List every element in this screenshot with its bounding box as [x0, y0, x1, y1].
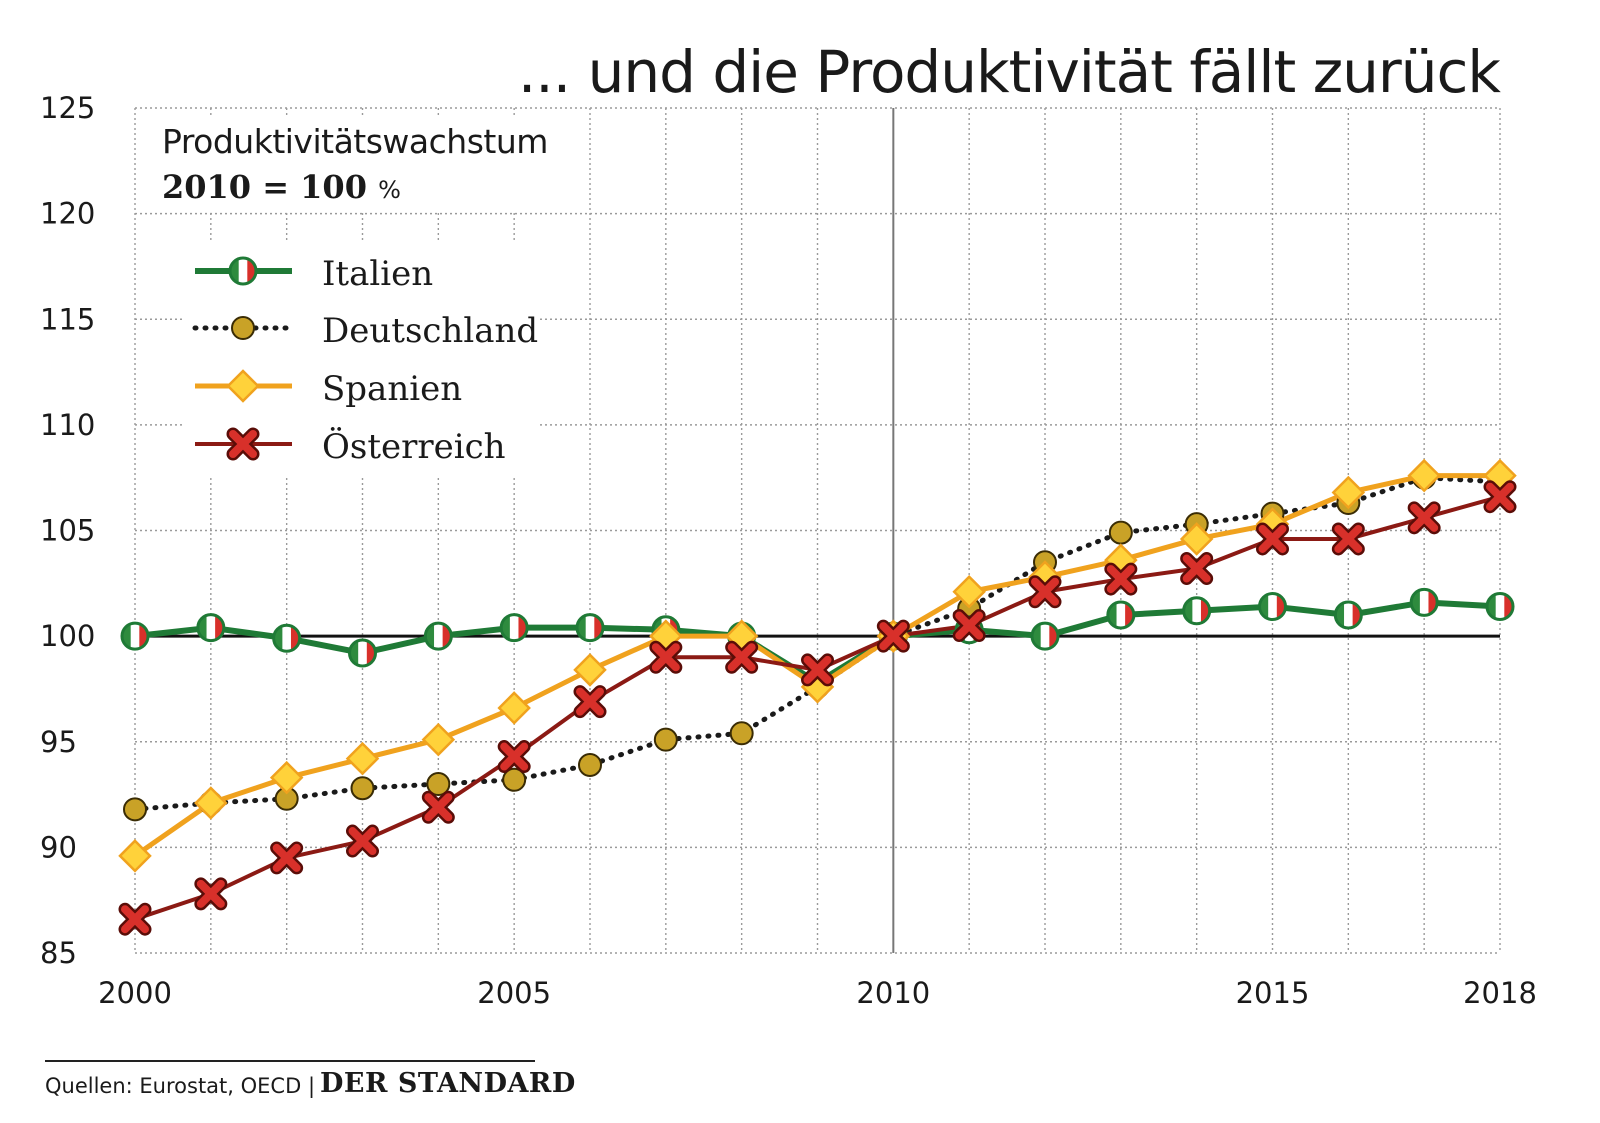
data-point — [576, 687, 604, 716]
legend-marker — [228, 256, 258, 286]
data-point — [123, 797, 147, 822]
data-point — [729, 721, 754, 746]
data-point — [1407, 458, 1441, 493]
legend-marker — [229, 430, 257, 458]
data-point — [803, 655, 832, 684]
data-point — [350, 776, 375, 801]
data-point — [1106, 565, 1135, 594]
brand-logo: DER STANDARD — [320, 1068, 576, 1099]
data-point — [727, 643, 756, 672]
data-point — [1409, 587, 1439, 617]
data-point — [500, 742, 529, 771]
series-österreich — [134, 494, 1501, 922]
data-point — [121, 905, 149, 934]
data-point — [497, 691, 531, 725]
data-point — [1179, 522, 1214, 556]
x-tick-label: 2018 — [1463, 976, 1537, 1010]
y-tick-label: 120 — [40, 197, 95, 231]
series-layer — [118, 458, 1517, 936]
x-tick-label: 2010 — [856, 976, 930, 1010]
data-point — [1258, 592, 1287, 622]
data-point — [1182, 596, 1212, 626]
data-point — [502, 767, 527, 792]
source-note: Quellen: Eurostat, OECD | — [45, 1074, 316, 1098]
y-tick-label: 105 — [40, 514, 95, 548]
data-point — [653, 727, 678, 752]
grid — [134, 107, 1501, 954]
x-tick-label: 2005 — [477, 976, 551, 1010]
y-axis-ticks: 85 90 95 100 105 110 115 120 125 — [40, 91, 95, 970]
data-point — [1108, 520, 1133, 545]
markers-österreich — [118, 480, 1517, 936]
data-point — [421, 722, 456, 757]
y-tick-label: 90 — [40, 830, 77, 864]
data-point — [578, 752, 602, 777]
data-point — [499, 613, 529, 643]
base-value: 2010 = 100 — [162, 168, 367, 206]
data-point — [1182, 554, 1211, 583]
data-point — [345, 741, 380, 776]
legend-marker — [231, 316, 255, 340]
data-point — [426, 772, 451, 796]
data-point — [194, 786, 228, 820]
y-tick-label: 115 — [40, 302, 95, 336]
legend-marker — [226, 369, 260, 403]
data-point — [120, 621, 150, 651]
base-unit: % — [378, 176, 401, 204]
data-point — [196, 879, 225, 908]
data-point — [955, 611, 984, 640]
data-point — [651, 643, 680, 672]
data-point — [952, 574, 986, 609]
x-tick-label: 2000 — [98, 976, 172, 1010]
legend-markers — [192, 256, 295, 461]
legend-label-deutschland: Deutschland — [322, 311, 539, 351]
y-tick-label: 110 — [40, 408, 95, 442]
data-point — [1410, 503, 1439, 532]
y-tick-label: 125 — [40, 91, 95, 125]
data-point — [1030, 621, 1060, 651]
data-point — [423, 621, 453, 651]
data-point — [1334, 524, 1363, 553]
data-point — [272, 843, 301, 872]
data-point — [348, 827, 377, 856]
data-point — [1485, 592, 1515, 622]
chart-title: ... und die Produktivität fällt zurück — [517, 38, 1501, 106]
data-point — [575, 613, 605, 643]
data-point — [1331, 475, 1366, 510]
y-tick-label: 95 — [40, 725, 77, 759]
data-point — [269, 760, 304, 795]
data-point — [1106, 600, 1136, 630]
y-tick-label: 100 — [40, 619, 95, 653]
legend-label-italien: Italien — [322, 254, 434, 294]
data-point — [272, 623, 302, 653]
y-tick-label: 85 — [40, 936, 77, 970]
legend-title-bg — [150, 118, 545, 212]
legend-label-oesterreich: Österreich — [322, 427, 506, 467]
base-year-label: 2010 = 100 % — [162, 168, 401, 206]
x-tick-label: 2015 — [1236, 976, 1310, 1010]
data-point — [348, 638, 377, 668]
data-point — [1486, 482, 1514, 511]
data-point — [118, 839, 152, 873]
footer-rule — [45, 1060, 535, 1062]
data-point — [573, 653, 607, 687]
data-point — [879, 622, 908, 651]
x-axis-ticks: 2000 2005 2010 2015 2018 — [98, 976, 1537, 1010]
chart-subtitle: Produktivitätswachstum — [162, 122, 548, 161]
data-point — [1031, 577, 1059, 606]
data-point — [1258, 524, 1287, 553]
series-line — [134, 494, 1501, 922]
data-point — [424, 793, 453, 822]
data-point — [196, 613, 226, 643]
data-point — [1333, 600, 1363, 630]
legend-label-spanien: Spanien — [322, 369, 463, 409]
